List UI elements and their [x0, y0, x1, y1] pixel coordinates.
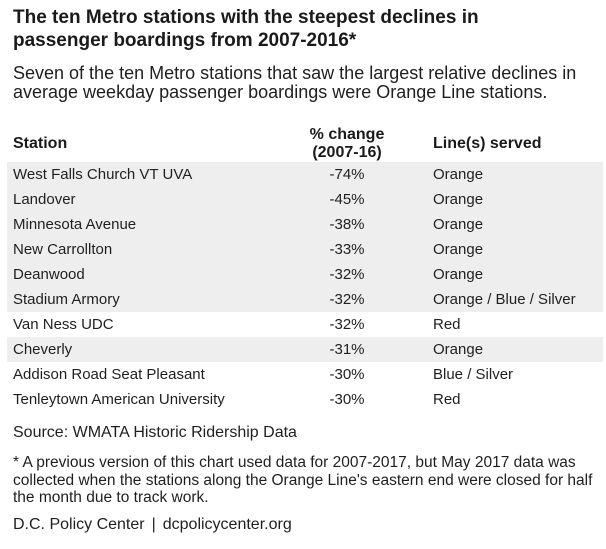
- percent-change: -32%: [329, 316, 365, 333]
- station-name: Deanwood: [13, 266, 85, 283]
- lines-served: Orange: [433, 241, 484, 258]
- station-name: Van Ness UDC: [13, 316, 114, 333]
- station-name: West Falls Church VT UVA: [13, 166, 193, 183]
- header-lines-served: Line(s) served: [433, 135, 542, 152]
- percent-change: -33%: [329, 241, 365, 258]
- percent-change: -74%: [329, 166, 365, 183]
- source-note: Source: WMATA Historic Ridership Data: [13, 424, 297, 441]
- station-name: Cheverly: [13, 341, 73, 358]
- chart-title: The ten Metro stations with the steepest…: [13, 7, 479, 51]
- credit-separator: |: [151, 516, 156, 533]
- table-row: Stadium Armory -32% Orange / Blue / Silv…: [7, 287, 603, 312]
- table-row: Van Ness UDC -32% Red: [7, 312, 603, 337]
- percent-change: -31%: [329, 341, 365, 358]
- chart-subtitle: Seven of the ten Metro stations that saw…: [13, 63, 577, 102]
- table-row: Landover -45% Orange: [7, 187, 603, 212]
- header-change-line1: % change: [309, 126, 385, 143]
- lines-served: Red: [433, 391, 461, 408]
- table-header: Station % change (2007-16) Line(s) serve…: [7, 124, 603, 162]
- lines-served: Orange: [433, 266, 484, 283]
- header-station: Station: [13, 135, 68, 152]
- table-row: Addison Road Seat Pleasant -30% Blue / S…: [7, 362, 603, 387]
- table-row: Tenleytown American University -30% Red: [7, 387, 603, 412]
- station-name: Landover: [13, 191, 76, 208]
- credit-line: D.C. Policy Center | dcpolicycenter.org: [13, 515, 292, 535]
- stations-table: Station % change (2007-16) Line(s) serve…: [7, 124, 603, 412]
- credit-org: D.C. Policy Center: [13, 516, 145, 533]
- percent-change: -45%: [329, 191, 365, 208]
- credit-site: dcpolicycenter.org: [162, 516, 292, 533]
- station-name: Addison Road Seat Pleasant: [13, 366, 205, 383]
- footnote: * A previous version of this chart used …: [13, 454, 593, 506]
- table-row: Minnesota Avenue -38% Orange: [7, 212, 603, 237]
- station-name: Minnesota Avenue: [13, 216, 137, 233]
- percent-change: -30%: [329, 366, 365, 383]
- station-name: Tenleytown American University: [13, 391, 225, 408]
- lines-served: Orange: [433, 191, 484, 208]
- lines-served: Orange: [433, 216, 484, 233]
- lines-served: Orange / Blue / Silver: [433, 291, 576, 308]
- percent-change: -32%: [329, 266, 365, 283]
- percent-change: -32%: [329, 291, 365, 308]
- table-row: Deanwood -32% Orange: [7, 262, 603, 287]
- percent-change: -30%: [329, 391, 365, 408]
- station-name: New Carrollton: [13, 241, 113, 258]
- lines-served: Red: [433, 316, 461, 333]
- table-row: New Carrollton -33% Orange: [7, 237, 603, 262]
- header-change-line2: (2007-16): [312, 144, 382, 161]
- table-row: West Falls Church VT UVA -74% Orange: [7, 162, 603, 187]
- percent-change: -38%: [329, 216, 365, 233]
- lines-served: Orange: [433, 341, 484, 358]
- header-change: % change (2007-16): [297, 126, 397, 162]
- station-name: Stadium Armory: [13, 291, 120, 308]
- table-row: Cheverly -31% Orange: [7, 337, 603, 362]
- lines-served: Orange: [433, 166, 484, 183]
- lines-served: Blue / Silver: [433, 366, 514, 383]
